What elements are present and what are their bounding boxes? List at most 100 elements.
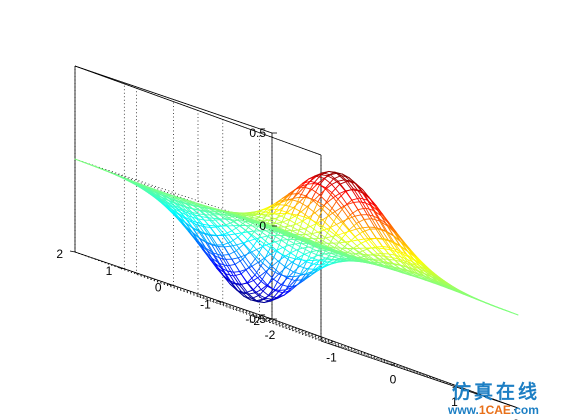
mesh-segment xyxy=(188,200,197,204)
mesh-segment xyxy=(226,265,234,277)
mesh-segment xyxy=(320,264,330,266)
mesh-segment xyxy=(443,284,451,290)
mesh-segment xyxy=(434,282,442,287)
mesh-segment xyxy=(329,227,339,236)
mesh-segment xyxy=(351,240,360,249)
mesh-segment xyxy=(326,242,336,249)
mesh-segment xyxy=(182,198,191,202)
x-tick-mark xyxy=(452,385,457,389)
mesh-segment xyxy=(222,234,230,236)
mesh-segment xyxy=(337,232,345,236)
mesh-segment xyxy=(196,218,204,227)
mesh-segment xyxy=(391,240,399,251)
mesh-segment xyxy=(282,230,290,234)
mesh-segment xyxy=(394,267,402,270)
mesh-segment xyxy=(217,213,227,220)
mesh-segment xyxy=(263,253,271,259)
mesh-segment xyxy=(206,242,214,254)
mesh-segment xyxy=(314,212,324,221)
mesh-segment xyxy=(240,282,248,285)
mesh-segment xyxy=(254,292,264,300)
mesh-segment xyxy=(357,257,365,261)
mesh-segment xyxy=(343,179,351,182)
mesh-segment xyxy=(199,238,207,243)
mesh-segment xyxy=(253,219,262,224)
mesh-segment xyxy=(202,223,210,226)
mesh-segment xyxy=(149,187,159,192)
mesh-segment xyxy=(211,212,221,220)
mesh-segment xyxy=(257,257,265,263)
z-tick-label: -0.5 xyxy=(245,312,266,326)
mesh-segment xyxy=(297,193,307,197)
mesh-segment xyxy=(171,197,181,201)
mesh-segment xyxy=(231,219,241,226)
mesh-segment xyxy=(219,257,228,272)
mesh-segment xyxy=(189,211,197,220)
mesh-segment xyxy=(362,226,370,229)
mesh-segment xyxy=(248,238,256,242)
mesh-segment xyxy=(426,279,434,284)
mesh-segment xyxy=(332,178,341,185)
mesh-segment xyxy=(246,274,256,283)
mesh-segment xyxy=(371,258,379,263)
mesh-segment xyxy=(282,221,291,227)
mesh-segment xyxy=(359,197,368,201)
mesh-segment xyxy=(389,267,397,271)
mesh-segment xyxy=(223,230,233,235)
mesh-segment xyxy=(339,183,347,192)
mesh-segment xyxy=(282,244,290,248)
mesh-segment xyxy=(329,262,337,265)
y-tick-label: 1 xyxy=(106,264,113,278)
mesh-segment xyxy=(288,280,296,288)
mesh-segment xyxy=(242,217,251,223)
mesh-segment xyxy=(237,257,247,270)
mesh-segment xyxy=(260,284,268,291)
mesh-segment xyxy=(293,271,302,275)
mesh-segment xyxy=(333,258,341,261)
mesh-segment xyxy=(268,290,276,297)
mesh-segment xyxy=(236,216,245,222)
mesh-segment xyxy=(357,258,365,262)
mesh-segment xyxy=(286,271,294,279)
mesh-segment xyxy=(276,247,284,251)
mesh-segment xyxy=(256,246,264,250)
mesh-segment xyxy=(182,210,190,214)
mesh-segment xyxy=(286,277,296,281)
mesh-segment xyxy=(331,251,341,260)
mesh-segment xyxy=(297,279,305,285)
mesh-segment xyxy=(291,230,300,236)
mesh-segment xyxy=(229,245,239,259)
mesh-segment xyxy=(292,196,301,199)
mesh-segment xyxy=(399,267,407,273)
mesh-segment xyxy=(283,252,291,258)
mesh-segment xyxy=(213,254,221,259)
mesh-segment xyxy=(280,199,288,203)
mesh-segment xyxy=(186,219,196,225)
mesh-segment xyxy=(242,240,250,244)
mesh-segment xyxy=(269,253,279,262)
mesh-segment xyxy=(265,271,274,280)
mesh-segment xyxy=(154,191,164,199)
mesh-segment xyxy=(234,233,244,244)
mesh-segment xyxy=(288,232,296,236)
mesh-segment xyxy=(196,221,204,225)
mesh-segment xyxy=(376,237,385,240)
mesh-segment xyxy=(277,256,285,262)
mesh-segment xyxy=(226,270,236,284)
mesh-segment xyxy=(428,269,436,276)
mesh-segment xyxy=(317,254,327,259)
mesh-segment xyxy=(249,250,257,258)
mesh-segment xyxy=(219,257,227,260)
mesh-segment xyxy=(228,234,238,246)
mesh-segment xyxy=(276,232,285,252)
mesh-segment xyxy=(309,175,317,182)
mesh-segment xyxy=(208,224,216,227)
mesh-segment xyxy=(385,262,393,268)
mesh-segment xyxy=(283,287,293,296)
mesh-segment xyxy=(228,279,236,284)
mesh-segment xyxy=(274,218,284,223)
mesh-segment xyxy=(272,288,281,291)
mesh-segment xyxy=(260,289,270,297)
mesh-segment xyxy=(297,253,305,259)
mesh-segment xyxy=(315,223,325,231)
